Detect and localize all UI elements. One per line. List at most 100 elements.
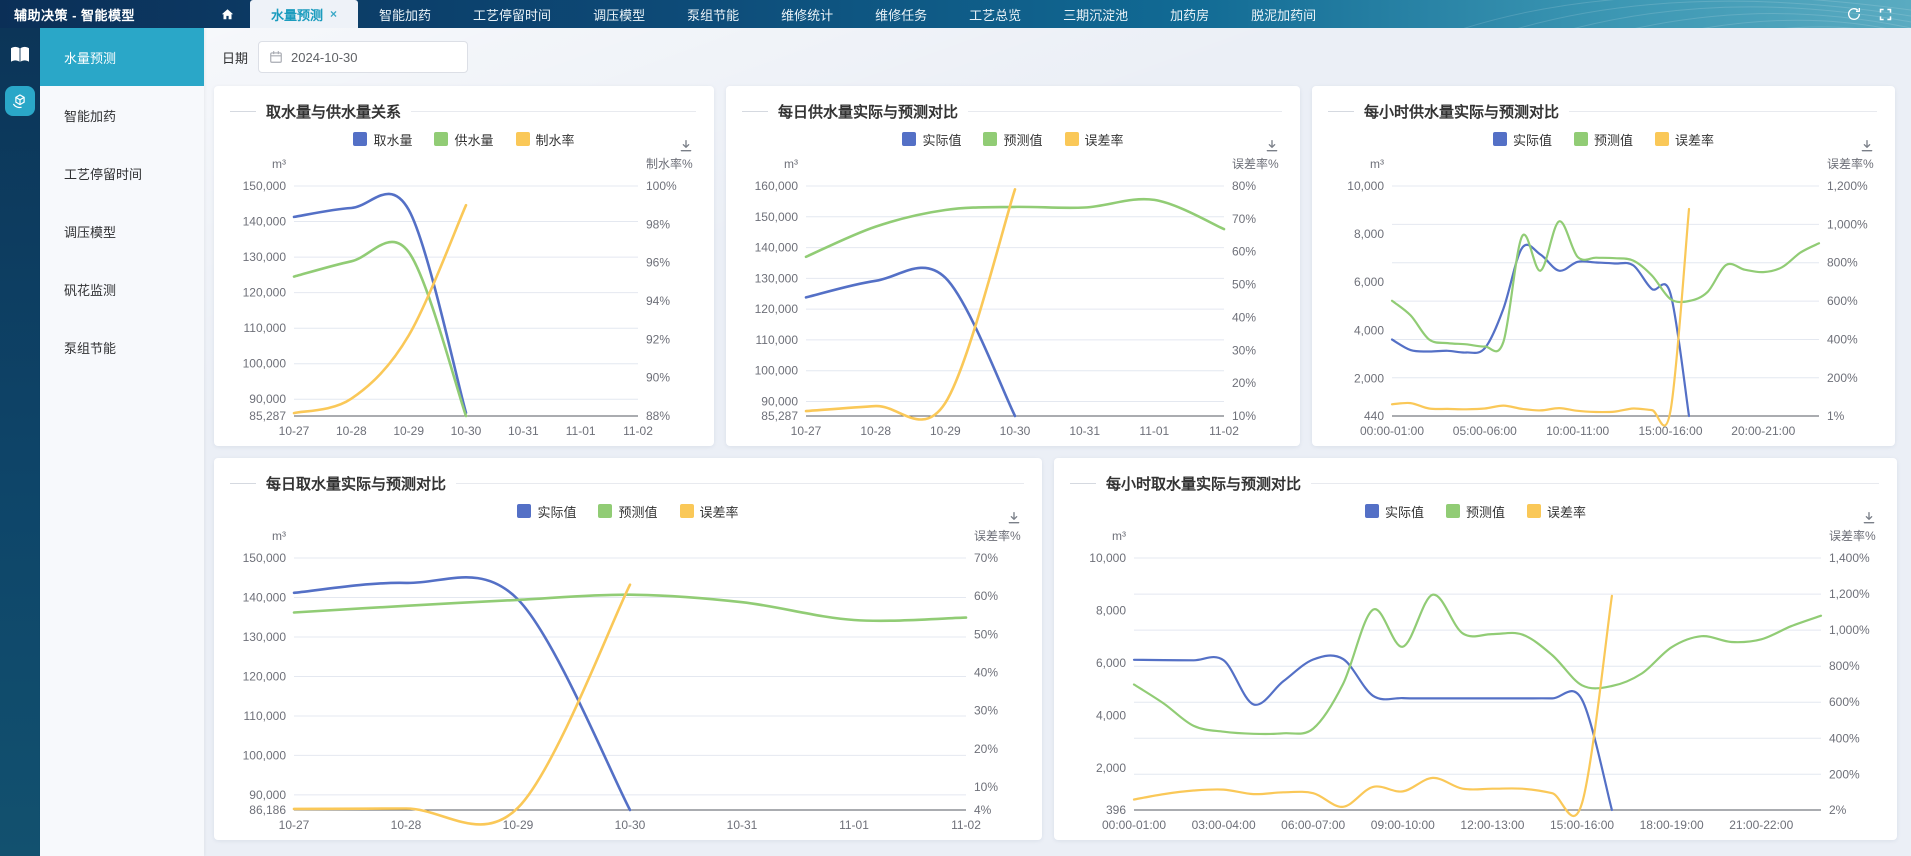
legend-item-制水率[interactable]: 制水率 [515,130,575,149]
svg-text:70%: 70% [974,551,998,565]
legend-label: 实际值 [537,504,577,520]
close-icon[interactable]: × [330,7,338,21]
svg-text:90,000: 90,000 [249,788,286,802]
svg-text:10-31: 10-31 [508,424,539,438]
legend-item-预测值[interactable]: 预测值 [983,130,1043,149]
legend-item-实际值[interactable]: 实际值 [1364,502,1424,521]
legend-item-实际值[interactable]: 实际值 [517,502,576,521]
download-button[interactable] [1861,510,1877,531]
chart-legend: 实际值 预测值 误差率 [726,126,1300,152]
tab-调压模型[interactable]: 调压模型 [572,0,666,28]
svg-text:11-02: 11-02 [1209,424,1239,438]
legend-item-预测值[interactable]: 预测值 [1445,502,1505,521]
svg-text:10-29: 10-29 [393,424,424,438]
svg-text:10-28: 10-28 [336,424,367,438]
svg-text:m³: m³ [784,157,798,171]
tab-工艺总览[interactable]: 工艺总览 [948,0,1042,28]
legend-item-预测值[interactable]: 预测值 [1573,130,1633,149]
sidebar-item-矾花监测[interactable]: 矾花监测 [64,282,117,298]
date-label: 日期 [222,50,249,66]
chart-canvas-5[interactable]: 396 2,000 4,000 6,000 8,000 10,000 2% 200% 400% 6… [1054,524,1897,836]
tab-智能加药[interactable]: 智能加药 [358,0,452,28]
svg-text:1,200%: 1,200% [1829,587,1870,601]
tab-三期沉淀池[interactable]: 三期沉淀池 [1042,0,1149,28]
chart-title: 取水量与供水量关系 [266,103,402,121]
series-line-预测值 [804,197,1226,259]
tab-label: 水量预测 [271,7,324,23]
tab-label: 脱泥加药间 [1251,7,1317,23]
sidebar-item-泵组节能[interactable]: 泵组节能 [64,340,117,356]
download-button[interactable] [1859,138,1875,159]
legend-label: 预测值 [1593,132,1633,148]
home-tab[interactable] [204,0,250,28]
tab-label: 三期沉淀池 [1063,7,1129,23]
svg-text:10-29: 10-29 [503,818,534,832]
svg-text:11-02: 11-02 [951,818,981,832]
sidebar-item-水量预测[interactable]: 水量预测 [40,28,204,86]
svg-text:15:00-16:00: 15:00-16:00 [1638,424,1702,438]
tab-维修统计[interactable]: 维修统计 [760,0,854,28]
svg-text:60%: 60% [974,589,998,603]
legend-item-供水量[interactable]: 供水量 [434,130,494,149]
legend-label: 供水量 [454,132,494,148]
tab-脱泥加药间[interactable]: 脱泥加药间 [1230,0,1337,28]
model-button[interactable] [5,86,35,116]
legend-item-实际值[interactable]: 实际值 [1492,130,1552,149]
svg-text:误差率%: 误差率% [1232,156,1279,171]
download-button[interactable] [1006,510,1022,531]
fullscreen-icon[interactable] [1878,7,1893,22]
title-rule [1569,110,1877,112]
svg-text:1,000%: 1,000% [1827,217,1868,231]
legend-item-误差率[interactable]: 误差率 [1064,130,1124,149]
svg-text:130,000: 130,000 [243,250,287,264]
svg-text:20%: 20% [974,742,998,756]
svg-text:8,000: 8,000 [1096,603,1126,617]
svg-text:150,000: 150,000 [243,551,287,565]
chart-panel-1: 取水量与供水量关系取水量 供水量 制水率 85,287 90,000 100,000 110… [214,86,714,446]
svg-text:1,200%: 1,200% [1827,179,1868,193]
legend-item-误差率[interactable]: 误差率 [1655,130,1714,149]
tab-维修任务[interactable]: 维修任务 [854,0,948,28]
legend-item-取水量[interactable]: 取水量 [353,130,412,149]
date-input[interactable]: 2024-10-30 [258,41,469,73]
svg-text:90%: 90% [646,371,670,385]
svg-text:86,186: 86,186 [249,803,286,817]
svg-text:6,000: 6,000 [1354,275,1384,289]
refresh-icon[interactable] [1846,6,1862,22]
app-title: 辅助决策 - 智能模型 [14,7,136,23]
tab-泵组节能[interactable]: 泵组节能 [666,0,760,28]
svg-text:6,000: 6,000 [1096,656,1126,670]
legend-item-预测值[interactable]: 预测值 [598,502,658,521]
series-line-实际值 [1390,243,1691,418]
svg-text:10,000: 10,000 [1089,551,1126,565]
chart-canvas-3[interactable]: 440 2,000 4,000 6,000 8,000 10,000 1% 200% 400% 6… [1312,152,1895,442]
legend-item-误差率[interactable]: 误差率 [679,502,739,521]
svg-text:05:00-06:00: 05:00-06:00 [1453,424,1517,438]
svg-text:10-30: 10-30 [1000,424,1031,438]
chart-panel-4: 每日取水量实际与预测对比 实际值 预测值 误差率 86,186 90,000 100,000… [214,458,1042,840]
legend-swatch [353,132,368,146]
tab-水量预测[interactable]: 水量预测 × [250,0,359,28]
title-rule [456,482,1024,484]
download-button[interactable] [1264,138,1280,159]
book-icon[interactable] [9,46,31,64]
chart-title: 每日供水量实际与预测对比 [778,103,959,121]
svg-text:80%: 80% [1232,179,1256,193]
legend-item-误差率[interactable]: 误差率 [1527,502,1586,521]
svg-text:90,000: 90,000 [761,394,798,408]
legend-swatch [434,132,449,146]
sidebar-item-调压模型[interactable]: 调压模型 [64,224,117,240]
tab-加药房[interactable]: 加药房 [1149,0,1230,28]
sidebar-item-智能加药[interactable]: 智能加药 [64,108,117,124]
chart-canvas-1[interactable]: 85,287 90,000 100,000 110,000 120,000 130,000… [214,152,714,442]
sidebar-item-工艺停留时间[interactable]: 工艺停留时间 [64,166,143,182]
legend-swatch [983,132,998,146]
date-filter-row: 日期 2024-10-30 [214,40,1901,74]
legend-item-实际值[interactable]: 实际值 [902,130,961,149]
svg-text:800%: 800% [1829,659,1860,673]
svg-text:10-28: 10-28 [860,424,891,438]
download-button[interactable] [678,138,694,159]
tab-工艺停留时间[interactable]: 工艺停留时间 [452,0,572,28]
